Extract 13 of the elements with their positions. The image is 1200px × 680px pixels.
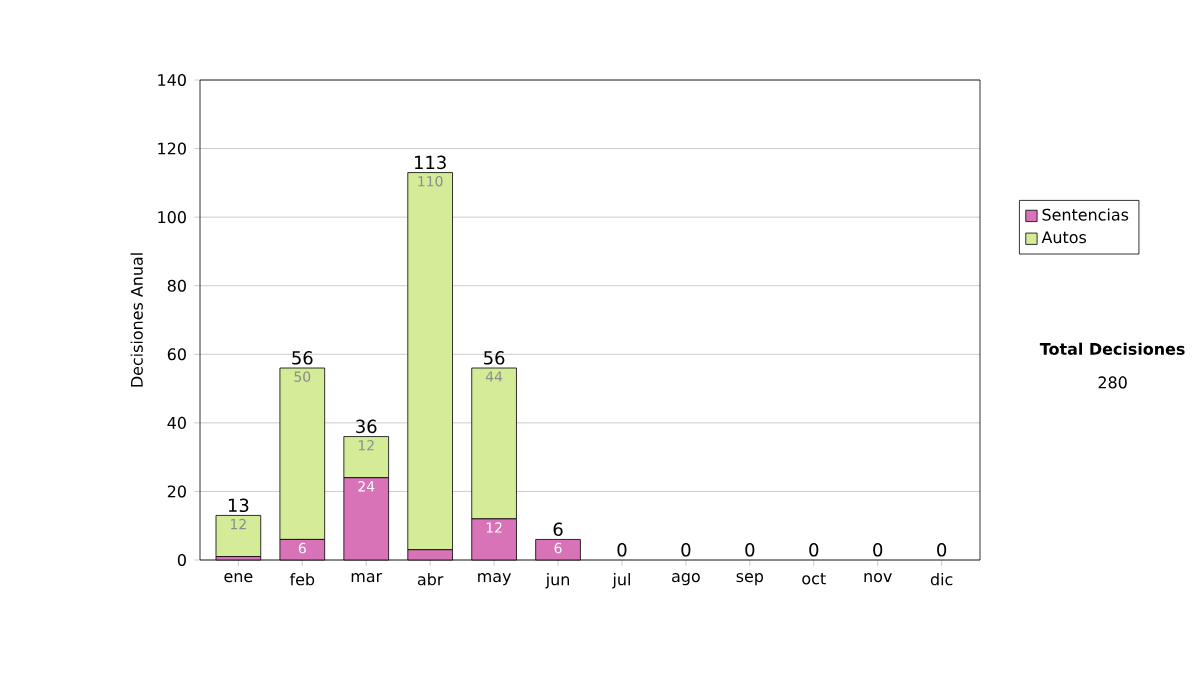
total-label: 36 [356, 419, 377, 434]
total-label: 56 [484, 351, 505, 365]
total-label: 0 [937, 543, 947, 557]
total-label: 0 [617, 543, 627, 557]
total-label: 56 [292, 351, 313, 365]
total-label: 13 [228, 498, 249, 513]
bar [215, 515, 262, 557]
total-label: 0 [681, 543, 691, 557]
total-label: 0 [809, 543, 819, 557]
total-label: 0 [745, 543, 755, 557]
total-label: 0 [873, 543, 883, 557]
total-label: 6 [553, 522, 563, 537]
total-label: 113 [415, 155, 446, 170]
